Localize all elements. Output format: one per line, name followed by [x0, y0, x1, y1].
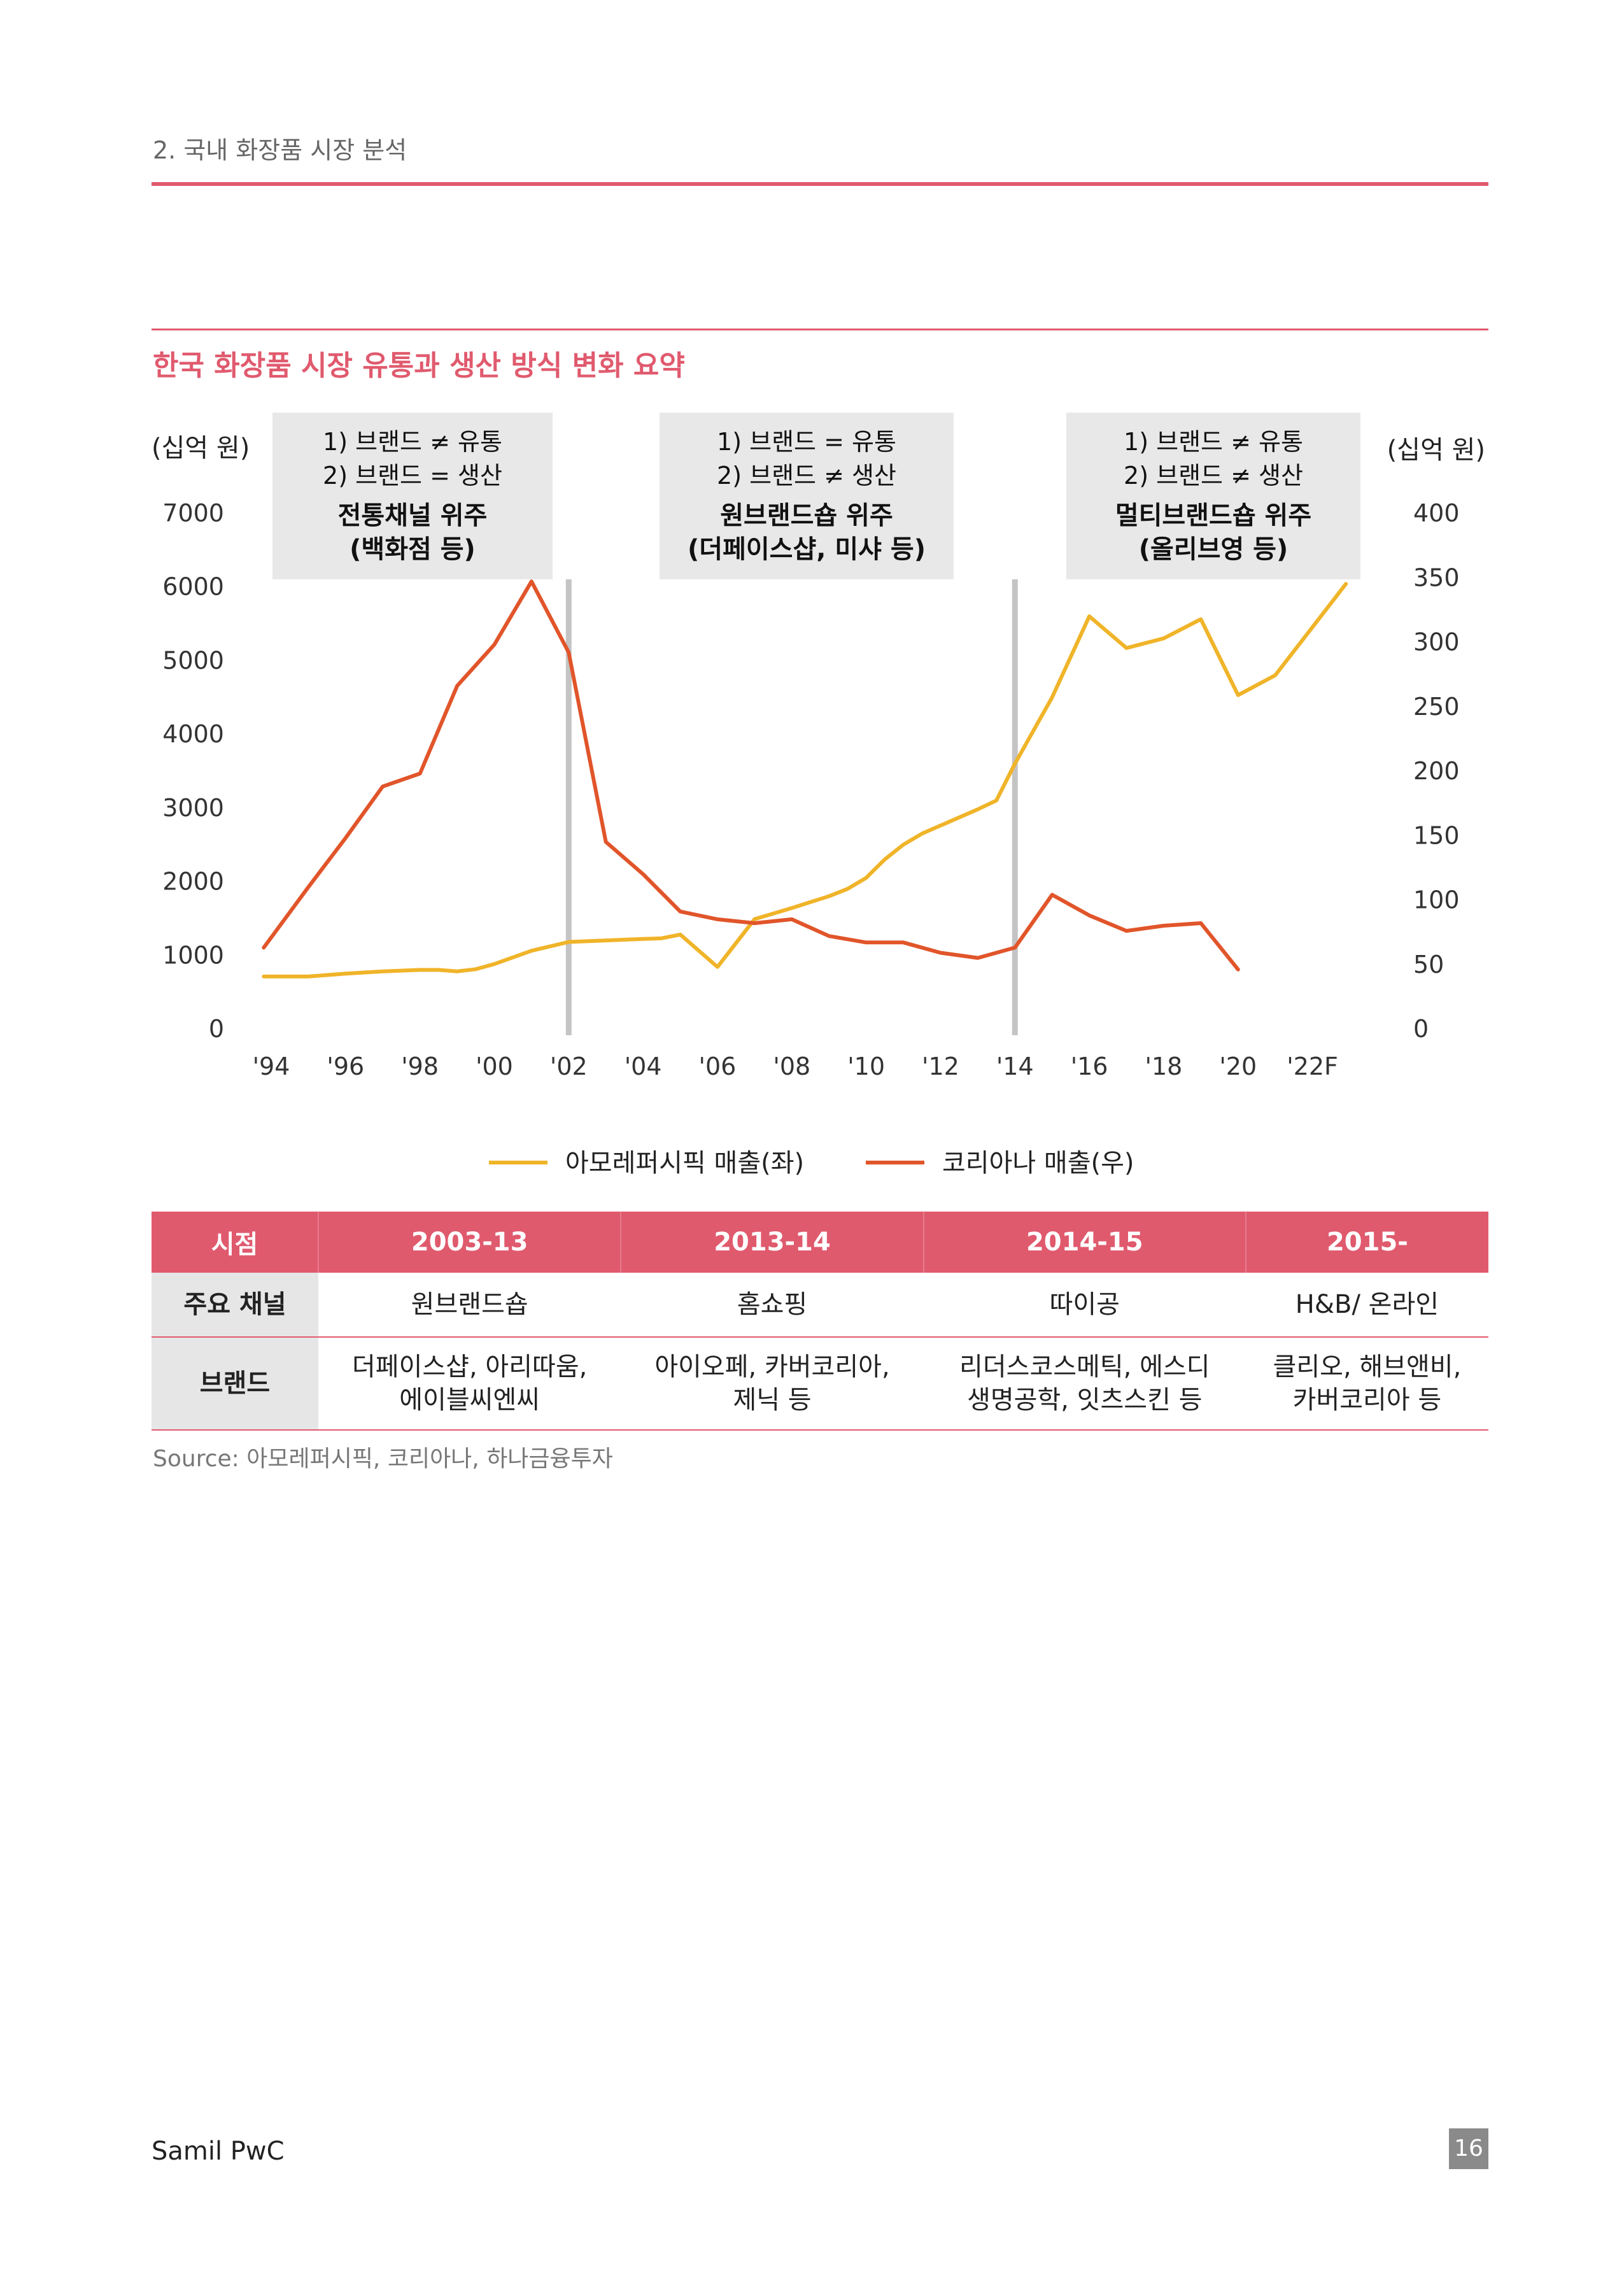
y-left-axis-label: (십억 원): [152, 434, 250, 463]
cell-line: 클리오, 해브앤비,: [1273, 1352, 1462, 1382]
source-note: Source: 아모레퍼시픽, 코리아나, 하나금융투자: [153, 1446, 613, 1472]
annotation-box-2-bg: [660, 413, 954, 579]
section-header: 2. 국내 화장품 시장 분석: [153, 136, 407, 164]
x-tick-label: '18: [1145, 1052, 1183, 1080]
vertical-markers: [565, 579, 1018, 1035]
x-tick-label: '02: [550, 1052, 588, 1080]
table-cell: 홈쇼핑: [621, 1273, 924, 1338]
y-left-tick-label: 0: [209, 1015, 224, 1043]
x-tick-label: '08: [773, 1052, 810, 1080]
cell-line: 카버코리아 등: [1292, 1385, 1442, 1415]
legend-label-amore: 아모레퍼시픽 매출(좌): [565, 1149, 804, 1178]
y-left-tick-label: 5000: [162, 646, 224, 674]
x-tick-label: '10: [847, 1052, 885, 1080]
table-cell: 더페이스샵, 아리따움, 에이블씨엔씨: [318, 1337, 621, 1431]
annotation-1-bold2: (백화점 등): [350, 535, 476, 564]
y-left-tick-label: 6000: [162, 573, 224, 601]
table-row: 주요 채널 원브랜드숍 홈쇼핑 따이공 H&B/ 온라인: [152, 1273, 1488, 1338]
series-lines: [262, 579, 1348, 979]
cell-line: 생명공학, 잇츠스킨 등: [967, 1385, 1203, 1415]
axis-ticks: 0 1000 2000 3000 4000 5000 6000 7000 0 50 100 150 20…: [162, 499, 1459, 1080]
footer-company: Samil PwC: [152, 2137, 285, 2166]
header-divider: [152, 182, 1488, 186]
x-tick-label: '94: [253, 1052, 290, 1080]
y-left-tick-label: 1000: [162, 941, 224, 969]
cell-line: 에이블씨엔씨: [399, 1385, 540, 1415]
y-right-tick-label: 200: [1413, 757, 1460, 785]
table-cell: 아이오페, 카버코리아, 제닉 등: [621, 1337, 924, 1431]
legend: 아모레퍼시픽 매출(좌) 코리아나 매출(우): [489, 1149, 1134, 1178]
x-tick-label: '98: [401, 1052, 439, 1080]
annotation-2-bold1: 원브랜드숍 위주: [720, 501, 893, 530]
title-divider: [152, 329, 1488, 330]
y-left-tick-label: 7000: [162, 499, 224, 527]
annotation-1-bold1: 전통채널 위주: [338, 501, 488, 530]
annotation-box-3: 1) 브랜드 ≠ 유통 2) 브랜드 ≠ 생산 멀티브랜드숍 위주 (올리브영 …: [1066, 413, 1360, 579]
x-tick-label: '06: [699, 1052, 737, 1080]
x-tick-label: '96: [327, 1052, 364, 1080]
annotation-2-line1: 1) 브랜드 = 유통: [717, 428, 896, 456]
annotation-3-line1: 1) 브랜드 ≠ 유통: [1124, 428, 1303, 456]
y-right-tick-label: 250: [1413, 693, 1460, 721]
table-cell: 클리오, 해브앤비, 카버코리아 등: [1245, 1337, 1488, 1431]
cell-line: 제닉 등: [733, 1385, 812, 1415]
y-right-tick-label: 300: [1413, 628, 1460, 656]
y-right-tick-label: 50: [1413, 951, 1444, 979]
table-cell: 따이공: [923, 1273, 1246, 1338]
y-left-tick-label: 3000: [162, 794, 224, 822]
table-row: 브랜드 더페이스샵, 아리따움, 에이블씨엔씨 아이오페, 카버코리아, 제닉 등 …: [152, 1337, 1488, 1431]
chart-title: 한국 화장품 시장 유통과 생산 방식 변화 요약: [153, 350, 685, 382]
series-line-amorepacific: [262, 582, 1348, 979]
y-left-tick-label: 4000: [162, 720, 224, 748]
series-line-coreana: [262, 579, 1240, 972]
summary-table: 시점 2003-13 2013-14 2014-15 2015- 주요 채널 원…: [152, 1212, 1488, 1431]
y-right-tick-label: 350: [1413, 563, 1460, 591]
table-header-cell: 2003-13: [318, 1212, 622, 1273]
y-right-tick-label: 0: [1413, 1015, 1429, 1043]
table-cell: 리더스코스메틱, 에스디 생명공학, 잇츠스킨 등: [923, 1337, 1246, 1431]
annotation-box-1: 1) 브랜드 ≠ 유통 2) 브랜드 = 생산 전통채널 위주 (백화점 등): [272, 413, 553, 579]
annotation-box-3-bg: [1066, 413, 1360, 579]
table-cell: H&B/ 온라인: [1245, 1273, 1488, 1338]
annotation-3-bold2: (올리브영 등): [1139, 535, 1289, 564]
x-tick-label: '22F: [1287, 1052, 1338, 1080]
annotation-1-line2: 2) 브랜드 = 생산: [323, 462, 502, 490]
y-left-tick-label: 2000: [162, 868, 224, 896]
y-right-tick-label: 100: [1413, 886, 1460, 914]
annotation-box-1-bg: [272, 413, 553, 579]
y-right-tick-label: 150: [1413, 821, 1460, 849]
x-tick-label: '16: [1071, 1052, 1108, 1080]
annotation-1-line1: 1) 브랜드 ≠ 유통: [323, 428, 502, 456]
annotation-2-bold2: (더페이스샵, 미샤 등): [688, 535, 926, 564]
table-header-cell: 2013-14: [621, 1212, 924, 1273]
annotation-2-line2: 2) 브랜드 ≠ 생산: [717, 462, 896, 490]
x-tick-label: '04: [625, 1052, 662, 1080]
annotation-3-bold1: 멀티브랜드숍 위주: [1115, 501, 1311, 530]
row-label-channel: 주요 채널: [152, 1273, 318, 1338]
page-number: 16: [1449, 2128, 1488, 2169]
table-header-cell: 시점: [152, 1212, 319, 1273]
annotation-box-2: 1) 브랜드 = 유통 2) 브랜드 ≠ 생산 원브랜드숍 위주 (더페이스샵,…: [660, 413, 954, 579]
row-label-brand: 브랜드: [152, 1337, 318, 1431]
y-right-tick-label: 400: [1413, 499, 1460, 527]
annotation-3-line2: 2) 브랜드 ≠ 생산: [1124, 462, 1303, 490]
cell-line: 더페이스샵, 아리따움,: [351, 1352, 588, 1382]
table-header-cell: 2015-: [1245, 1212, 1488, 1273]
table-header-row: 시점 2003-13 2013-14 2014-15 2015-: [152, 1212, 1488, 1273]
table-cell: 원브랜드숍: [318, 1273, 621, 1338]
x-tick-label: '14: [996, 1052, 1034, 1080]
x-tick-label: '20: [1219, 1052, 1257, 1080]
y-right-axis-label: (십억 원): [1387, 435, 1485, 465]
dual-axis-line-chart: 1) 브랜드 ≠ 유통 2) 브랜드 = 생산 전통채널 위주 (백화점 등) …: [152, 413, 1485, 1178]
x-tick-label: '00: [476, 1052, 513, 1080]
table-header-cell: 2014-15: [923, 1212, 1246, 1273]
x-tick-label: '12: [922, 1052, 959, 1080]
cell-line: 리더스코스메틱, 에스디: [959, 1352, 1210, 1382]
legend-label-coreana: 코리아나 매출(우): [942, 1149, 1134, 1178]
cell-line: 아이오페, 카버코리아,: [654, 1352, 890, 1382]
